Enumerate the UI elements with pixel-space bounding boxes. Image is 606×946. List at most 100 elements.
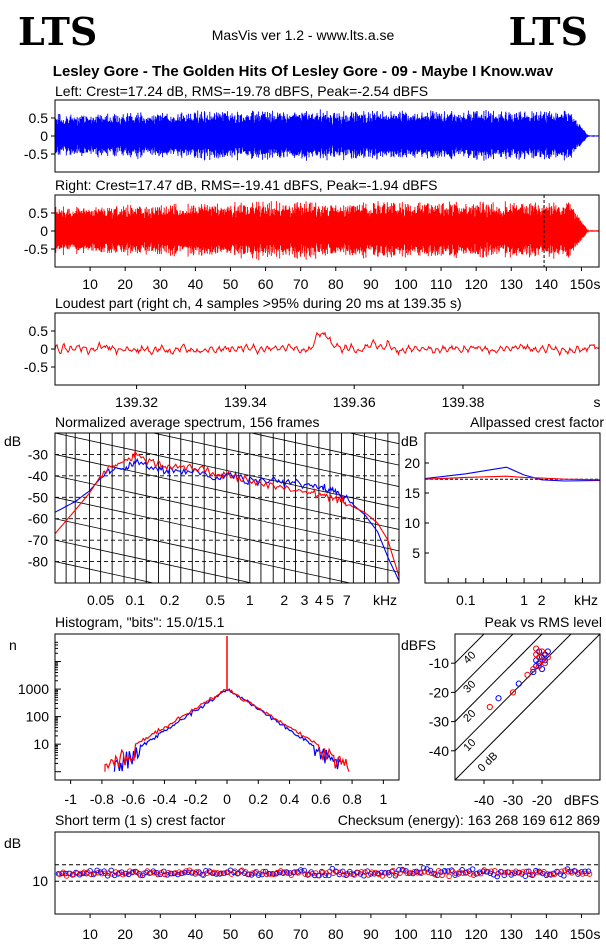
peak-vs-rms-left-point-3 — [541, 651, 549, 658]
spectrum-left-series — [55, 457, 399, 582]
short-term-crest-left-point-63 — [273, 871, 279, 877]
short-term-crest-left-point-17 — [111, 872, 118, 879]
histogram-xtick-label-10: 1 — [379, 791, 387, 807]
spectrum-xtick-label-9: 7 — [343, 592, 351, 608]
peak-vs-rms-diag-1 — [455, 634, 514, 693]
short-term-crest-right-point-33 — [169, 870, 175, 877]
left-waveform-panel: 0.5 0 -0.5 — [24, 99, 600, 173]
short-term-crest-right-point-134 — [523, 868, 530, 875]
short-term-crest-left-point-95 — [385, 869, 392, 876]
peak-vs-rms-left-point-11 — [544, 648, 551, 655]
peak-vs-rms-right-point-10 — [544, 654, 551, 661]
short-term-crest-right-point-61 — [267, 871, 273, 877]
spectrum-frame — [54, 432, 400, 584]
spectrum-ytick-label-2: -50 — [28, 489, 48, 505]
peak-vs-rms-diag-label-1: 30 — [461, 678, 478, 695]
short-term-crest-ytick-label-0: 10 — [32, 873, 48, 889]
short-term-crest-right-point-136 — [530, 871, 537, 878]
short-term-crest-right-point-71 — [302, 871, 308, 877]
short-term-crest-left-point-2 — [59, 870, 65, 877]
short-term-crest-left-point-92 — [375, 870, 381, 877]
spectrum-grid — [55, 304, 399, 583]
short-term-crest-right-point-68 — [291, 869, 298, 875]
short-term-crest-left-point-16 — [108, 867, 114, 874]
right-waveform-xtick-label-2: 30 — [153, 276, 169, 292]
spectrum-ytick-label-5: -80 — [28, 554, 48, 570]
short-term-crest-right-point-98 — [397, 870, 403, 876]
spectrum-slope-6 — [249, 433, 399, 466]
short-term-crest-left-point-111 — [441, 868, 448, 874]
short-term-crest-right-point-101 — [407, 870, 414, 876]
peak-vs-rms-diag-2 — [455, 634, 543, 722]
peak-vs-rms-ytick-label-2: -30 — [429, 714, 449, 730]
right-waveform-title: Right: Crest=17.47 dB, RMS=-19.41 dBFS, … — [55, 177, 437, 193]
short-term-crest-left-point-70 — [297, 867, 304, 873]
peak-rms-title: Peak vs RMS level — [485, 614, 602, 630]
peak-vs-rms-right-point-6 — [538, 648, 546, 655]
short-term-crest-left-point-152 — [585, 868, 592, 875]
loudest-part-xtick-label-3: 139.38 — [442, 394, 485, 410]
short-term-crest-right-point-87 — [358, 869, 365, 875]
spectrum-slope-11 — [55, 496, 399, 573]
peak-rms-xlabel: dBFS — [564, 792, 599, 808]
short-term-crest-left-point-82 — [340, 868, 346, 875]
short-term-crest-right-point-84 — [348, 871, 354, 877]
short-crest-ylabel: dB — [4, 835, 21, 851]
peak-vs-rms-right-point-2 — [533, 651, 540, 658]
peak-vs-rms-diag-3 — [455, 634, 572, 752]
peak-vs-rms-diag-label-3: 10 — [461, 737, 478, 754]
right-waveform-xtick-label-0: 10 — [82, 276, 98, 292]
peak-vs-rms-left-point-5 — [538, 665, 546, 673]
short-term-crest-right-point-56 — [249, 870, 256, 876]
short-term-crest-right-point-152 — [586, 871, 593, 877]
short-term-crest-xtick-label-0: 10 — [82, 926, 98, 942]
spectrum-slope-12 — [55, 518, 352, 583]
spectrum-ytick-label-3: -60 — [28, 511, 48, 527]
short-term-crest-right-point-96 — [390, 867, 396, 874]
short-term-crest-right-point-82 — [341, 871, 347, 878]
histogram-right-series — [104, 688, 350, 772]
checksum: Checksum (energy): 163 268 169 612 869 — [338, 812, 600, 828]
short-term-crest-left-point-11 — [90, 871, 97, 878]
spectrum-slope-10 — [55, 475, 399, 552]
short-term-crest-xtick-label-12: 130 — [500, 926, 524, 942]
short-term-crest-right-point-70 — [298, 868, 305, 875]
histogram-ytick-label-0: 1000 — [18, 681, 49, 697]
file-title: Lesley Gore - The Golden Hits Of Lesley … — [53, 63, 554, 80]
spectrum-slope-2 — [55, 304, 399, 379]
spectrum-xtick-label-8: 5 — [326, 592, 334, 608]
short-term-crest-left-point-105 — [420, 865, 427, 871]
spectrum-xunit: kHz — [373, 592, 397, 608]
short-term-crest-right-point-99 — [400, 867, 407, 874]
short-term-crest-xtick-label-8: 90 — [363, 926, 379, 942]
short-term-crest-right-point-108 — [432, 871, 438, 878]
short-term-crest-right-point-46 — [214, 870, 221, 876]
short-term-crest-xtick-label-10: 110 — [430, 926, 453, 942]
short-term-crest-right-point-22 — [130, 869, 137, 875]
right-waveform-xtick-label-9: 100 — [394, 276, 418, 292]
app-version: MasVis ver 1.2 - www.lts.a.se — [212, 27, 395, 43]
short-term-crest-right-point-88 — [362, 869, 368, 875]
short-term-crest-left-point-107 — [427, 867, 434, 874]
allpassed-crest-xtick-label-1: 1 — [520, 592, 528, 608]
short-term-crest-left-point-99 — [399, 866, 406, 873]
histogram-xtick-label-6: 0.2 — [249, 791, 269, 807]
histogram-xtick-label-3: -0.4 — [152, 791, 176, 807]
histogram-xtick-label-7: 0.4 — [280, 791, 300, 807]
loudest-part-xunit: s — [594, 394, 601, 410]
short-term-crest-right-point-7 — [77, 870, 84, 877]
short-term-crest-left-point-96 — [389, 868, 395, 875]
spectrum-xtick-label-1: 0.1 — [125, 592, 145, 608]
right-waveform-ytick-label-2: -0.5 — [24, 241, 48, 257]
short-term-crest-right-point-124 — [488, 868, 495, 874]
peak-vs-rms-left-point-9 — [515, 680, 522, 687]
short-term-crest-right-point-100 — [404, 870, 410, 876]
spectrum-xtick-label-3: 0.5 — [206, 592, 226, 608]
histogram-xtick-label-9: 0.8 — [342, 791, 362, 807]
short-term-crest-right-point-75 — [316, 872, 323, 879]
short-term-crest-left-point-137 — [533, 867, 539, 874]
short-term-crest-left-point-135 — [526, 868, 532, 875]
peak-vs-rms-diag-4 — [455, 634, 600, 780]
spectrum-slope-7 — [151, 433, 399, 487]
